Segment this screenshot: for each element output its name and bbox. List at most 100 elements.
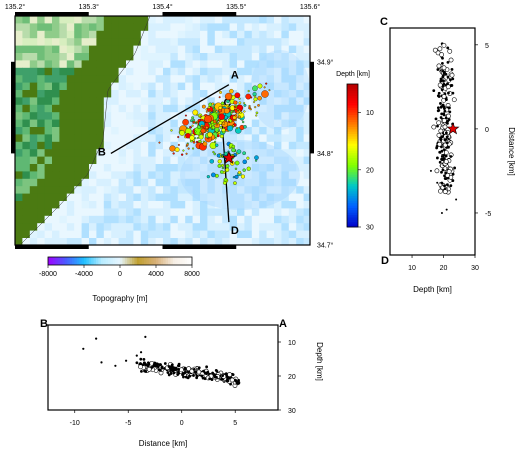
epicenter [189, 126, 192, 129]
ba-hypocenter [150, 366, 154, 369]
profile-start-label: A [231, 70, 239, 82]
topo-cell [44, 45, 53, 54]
topo-cell [288, 23, 297, 32]
topo-cell [118, 23, 127, 32]
depth-colorbar-cell [347, 167, 358, 171]
cd-x-tick-label: 20 [440, 265, 448, 272]
topo-colorbar-cell [81, 257, 85, 265]
topo-cell [74, 134, 82, 143]
topo-cell [15, 193, 23, 202]
cd-hypocenter [451, 179, 455, 182]
epicenter [174, 147, 180, 152]
topo-cell [148, 230, 156, 239]
ba-y-tick-label: 10 [288, 340, 296, 347]
topo-cell [244, 193, 253, 202]
ba-hypocenter [114, 364, 117, 367]
topo-cell [244, 60, 253, 69]
topo-cell [244, 238, 253, 246]
topo-cell [126, 201, 134, 209]
topo-cell [177, 23, 186, 32]
cd-hypocenter [444, 171, 448, 175]
topo-cell [192, 75, 201, 83]
cd-hypocenter [448, 110, 452, 114]
topo-cell [111, 16, 119, 24]
topo-cell [37, 53, 45, 61]
topo-cell [29, 67, 38, 76]
topo-cell [192, 23, 201, 32]
topo-cell [133, 112, 142, 120]
topo-cell [126, 127, 134, 135]
topo-cell [44, 186, 53, 194]
topo-cell [214, 16, 223, 24]
topo-cell [148, 67, 156, 76]
topo-cell [214, 134, 223, 143]
topo-cell [89, 60, 97, 69]
topo-cell [296, 164, 304, 172]
topo-cell [133, 238, 142, 246]
topo-cell [229, 134, 238, 143]
topo-cell [155, 223, 164, 231]
topo-cell [288, 97, 297, 106]
topo-cell [274, 127, 282, 135]
epicenter [191, 124, 194, 127]
cd-hypocenter [436, 63, 442, 69]
cd-hypocenter [441, 168, 445, 172]
topo-cell [222, 141, 230, 150]
epicenter [237, 115, 241, 119]
topo-cell [126, 164, 134, 172]
topo-cell [111, 53, 119, 61]
topo-cell [96, 238, 105, 246]
topo-cell [266, 30, 275, 39]
topo-cell [103, 141, 112, 150]
topo-cell [251, 23, 260, 32]
topo-cell [103, 45, 112, 54]
topo-cell [214, 208, 223, 217]
depth-colorbar-cell [347, 191, 358, 195]
topo-cell [37, 104, 45, 113]
topo-cell [74, 90, 82, 98]
topo-cell [259, 75, 267, 83]
topo-cell [126, 223, 134, 231]
topo-cell [29, 215, 38, 224]
topo-cell [244, 112, 253, 120]
topo-cell [29, 104, 38, 113]
epicenter [207, 131, 213, 138]
topo-cell [133, 201, 142, 209]
topo-cell [177, 16, 186, 24]
ba-hypocenter [139, 357, 143, 361]
topo-cell [274, 75, 282, 83]
ba-y-axis-title: Depth [km] [315, 342, 324, 381]
topo-cell [163, 23, 171, 32]
topo-cell [22, 186, 31, 194]
epicenter [234, 174, 239, 179]
topo-cell [111, 67, 119, 76]
topo-cell [170, 16, 179, 24]
epicenter [236, 149, 242, 154]
topo-cell [274, 215, 282, 224]
topo-cell [259, 193, 267, 202]
topo-cell [133, 53, 142, 61]
epicenter [182, 149, 185, 152]
topo-cell [222, 75, 230, 83]
topo-cell [15, 53, 23, 61]
depth-colorbar-cell [347, 203, 358, 206]
topo-colorbar-cell [88, 257, 92, 265]
topo-cell [163, 149, 171, 157]
topo-cell [133, 119, 142, 128]
ba-hypocenter [159, 368, 162, 372]
topo-cell [81, 208, 90, 217]
topo-cell [207, 223, 216, 231]
topo-cell [200, 208, 208, 217]
topo-colorbar-cell [84, 257, 87, 265]
topo-cell [74, 67, 82, 76]
cd-x-tick-label: 10 [408, 265, 416, 272]
topo-cell [126, 230, 134, 239]
topo-cell [170, 186, 179, 194]
topo-cell [126, 112, 134, 120]
topo-cell [192, 82, 201, 91]
topo-cell [281, 178, 290, 187]
topo-cell [74, 141, 82, 150]
topo-cell [259, 67, 267, 76]
topo-cell [214, 186, 223, 194]
epicenter [255, 114, 258, 117]
